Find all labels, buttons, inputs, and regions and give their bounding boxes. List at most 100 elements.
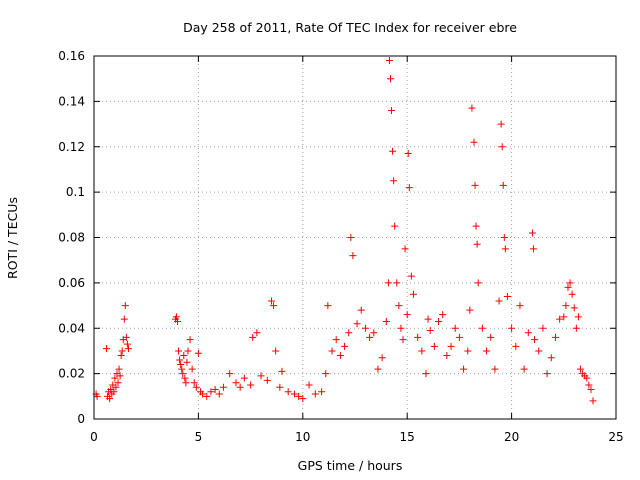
grid-lines — [94, 56, 616, 419]
data-point — [547, 354, 555, 362]
data-point — [178, 365, 186, 373]
data-point — [106, 395, 114, 403]
data-point — [499, 181, 507, 189]
data-point — [295, 392, 303, 400]
data-point — [177, 361, 185, 369]
data-point — [535, 347, 543, 355]
data-point — [528, 229, 536, 237]
data-point — [418, 347, 426, 355]
data-point — [215, 390, 223, 398]
data-point — [184, 347, 192, 355]
data-point — [176, 356, 184, 364]
data-point — [464, 347, 472, 355]
data-point — [391, 222, 399, 230]
data-point — [491, 365, 499, 373]
data-point — [530, 245, 538, 253]
x-tick-label: 5 — [195, 430, 203, 444]
data-point — [570, 304, 578, 312]
data-point — [336, 351, 344, 359]
x-tick-label: 15 — [400, 430, 415, 444]
data-point — [299, 395, 307, 403]
data-point — [512, 342, 520, 350]
data-point — [562, 302, 570, 310]
data-point — [117, 351, 125, 359]
data-point — [199, 390, 207, 398]
data-point — [226, 370, 234, 378]
data-point — [587, 386, 595, 394]
data-point — [386, 75, 394, 83]
data-point — [272, 347, 280, 355]
data-point — [384, 279, 392, 287]
data-point — [388, 106, 396, 114]
data-point — [270, 302, 278, 310]
data-point — [382, 317, 390, 325]
data-point — [403, 311, 411, 319]
data-point — [520, 365, 528, 373]
data-point — [357, 306, 365, 314]
chart-title: Day 258 of 2011, Rate Of TEC Index for r… — [183, 20, 517, 35]
data-point — [483, 347, 491, 355]
data-point — [472, 222, 480, 230]
data-point — [236, 383, 244, 391]
data-point — [424, 315, 432, 323]
data-point — [508, 324, 516, 332]
data-point — [120, 315, 128, 323]
data-point — [345, 329, 353, 337]
x-tick-label: 20 — [504, 430, 519, 444]
data-point — [451, 324, 459, 332]
data-point — [516, 302, 524, 310]
data-point — [404, 150, 412, 158]
data-point — [543, 370, 551, 378]
x-tick-label: 0 — [90, 430, 98, 444]
data-point — [589, 397, 597, 405]
data-point — [211, 386, 219, 394]
data-point — [114, 379, 122, 387]
data-point — [564, 283, 572, 291]
data-point — [182, 379, 190, 387]
data-point — [322, 370, 330, 378]
data-point — [347, 234, 355, 241]
data-point — [124, 345, 132, 353]
data-point — [395, 302, 403, 310]
x-tick-label: 10 — [295, 430, 310, 444]
data-point — [378, 354, 386, 362]
data-point — [263, 376, 271, 384]
data-point — [397, 324, 405, 332]
axis-ticks: 0 5 10 15 20 25 0 0.02 0.04 0.06 0.08 0.1 0.12 0.14 0.… — [58, 49, 623, 444]
data-point — [393, 279, 401, 287]
data-point — [311, 390, 319, 398]
y-tick-label: 0.02 — [58, 367, 85, 381]
data-point — [324, 302, 332, 310]
data-point — [276, 383, 284, 391]
data-point — [328, 347, 336, 355]
data-point — [257, 372, 265, 380]
data-point — [497, 120, 505, 128]
data-point — [478, 324, 486, 332]
data-point — [284, 388, 292, 396]
data-point — [470, 138, 478, 146]
data-point — [349, 252, 357, 260]
data-point — [374, 365, 382, 373]
data-point — [172, 313, 180, 321]
data-point — [466, 306, 474, 314]
y-tick-label: 0.06 — [58, 276, 85, 290]
y-tick-label: 0.08 — [58, 231, 85, 245]
data-point — [568, 290, 576, 298]
y-tick-label: 0.1 — [66, 185, 85, 199]
data-point — [460, 365, 468, 373]
data-point — [407, 272, 415, 280]
data-point — [370, 329, 378, 337]
data-point — [203, 392, 211, 400]
data-point — [186, 336, 194, 344]
data-point — [181, 374, 189, 382]
data-point — [495, 297, 503, 305]
data-point — [399, 336, 407, 344]
data-point — [123, 340, 131, 348]
y-tick-label: 0.12 — [58, 140, 85, 154]
data-point — [118, 347, 126, 355]
data-point — [188, 365, 196, 373]
data-point — [240, 374, 248, 382]
y-axis-title: ROTI / TECUs — [5, 197, 20, 279]
y-tick-label: 0 — [77, 412, 85, 426]
